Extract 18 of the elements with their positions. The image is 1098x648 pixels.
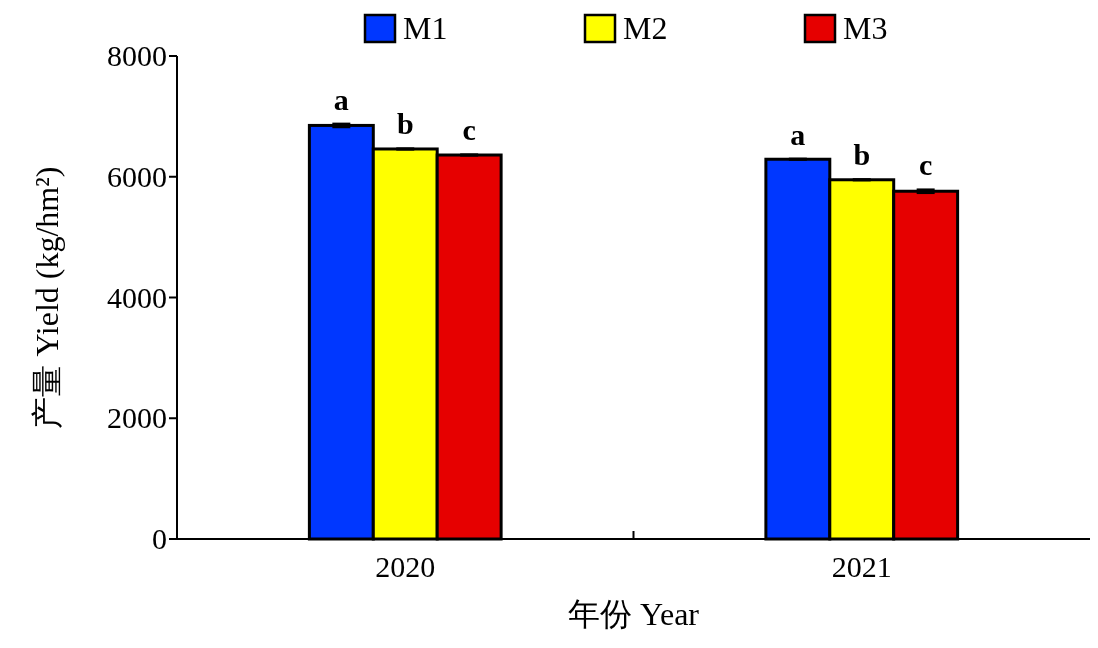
y-tick-label: 6000	[107, 159, 167, 193]
y-tick-label: 0	[152, 522, 167, 555]
y-tick-label: 8000	[107, 39, 167, 72]
y-axis-title: 产量 Yield (kg/hm²)	[29, 166, 65, 429]
x-tick-label: 2021	[831, 550, 892, 583]
x-axis-title: 年份 Year	[568, 596, 700, 632]
legend-label: M1	[403, 10, 448, 46]
annotation: b	[396, 107, 414, 141]
annotation: c	[462, 113, 476, 147]
annotation: a	[333, 82, 349, 116]
annotation: b	[853, 138, 871, 172]
annotation: c	[919, 148, 933, 182]
annotation: a	[790, 117, 806, 151]
x-tick-label: 2020	[375, 550, 436, 583]
legend-label: M2	[623, 10, 668, 46]
legend-label: M3	[843, 10, 888, 46]
y-tick-label: 2000	[107, 401, 167, 435]
y-tick-label: 4000	[107, 280, 167, 314]
